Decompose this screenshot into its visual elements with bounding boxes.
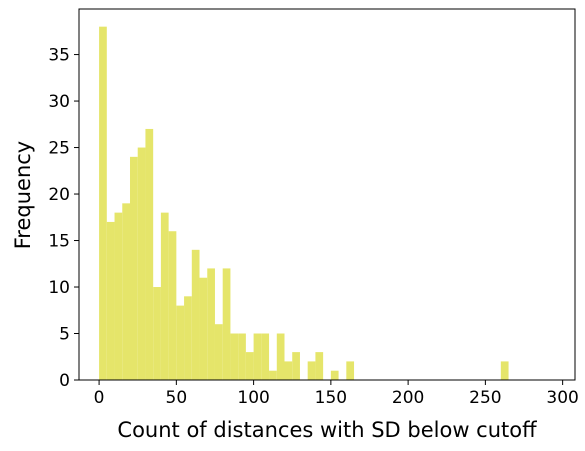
histogram-bar-20 — [253, 333, 262, 380]
histogram-bar-6 — [145, 128, 154, 380]
histogram-bar-1 — [106, 221, 115, 380]
y-tick-label-3: 15 — [48, 232, 70, 252]
histogram-bar-24 — [284, 361, 293, 380]
histogram-bar-30 — [330, 370, 339, 380]
histogram-bar-10 — [176, 305, 185, 380]
x-tick-label-1: 50 — [166, 388, 188, 408]
histogram-bar-17 — [230, 333, 239, 380]
histogram-bar-2 — [114, 212, 123, 380]
histogram-bar-16 — [222, 268, 231, 380]
histogram-bar-4 — [129, 156, 138, 380]
histogram-bar-0 — [99, 26, 107, 381]
x-tick-label-2: 100 — [237, 388, 269, 408]
y-tick-label-0: 0 — [59, 371, 70, 391]
y-axis-ticks: 0 5 10 15 20 25 30 35 — [48, 46, 79, 391]
y-tick-label-4: 20 — [48, 185, 70, 205]
histogram-bar-18 — [238, 333, 246, 380]
histogram-bars — [99, 26, 509, 381]
y-tick-label-2: 10 — [48, 278, 70, 298]
histogram-bar-12 — [191, 249, 200, 380]
x-axis-ticks: 0 50 100 150 200 250 300 — [94, 380, 579, 408]
y-tick-label-6: 30 — [48, 92, 70, 112]
x-tick-label-6: 300 — [546, 388, 578, 408]
histogram-bar-5 — [137, 147, 146, 380]
histogram-bar-32 — [346, 361, 355, 380]
histogram-bar-3 — [122, 203, 130, 380]
y-axis-title: Frequency — [11, 141, 35, 250]
histogram-bar-33 — [500, 361, 509, 380]
histogram-bar-19 — [245, 352, 254, 380]
histogram-bar-9 — [168, 231, 177, 380]
histogram-bar-15 — [214, 324, 223, 380]
y-tick-label-7: 35 — [48, 46, 70, 66]
x-axis-title: Count of distances with SD below cutoff — [117, 418, 537, 442]
histogram-bar-13 — [199, 277, 208, 380]
x-tick-label-0: 0 — [94, 388, 105, 408]
histogram-bar-7 — [153, 287, 161, 380]
histogram-bar-14 — [207, 268, 215, 380]
x-tick-label-4: 200 — [392, 388, 424, 408]
histogram-bar-21 — [261, 333, 270, 380]
histogram-bar-28 — [315, 352, 324, 380]
histogram-bar-22 — [269, 370, 277, 380]
y-tick-label-5: 25 — [48, 139, 70, 159]
x-tick-label-5: 250 — [469, 388, 501, 408]
histogram-bar-27 — [307, 361, 316, 380]
histogram-bar-8 — [160, 212, 169, 380]
x-tick-label-3: 150 — [315, 388, 347, 408]
histogram-bar-23 — [276, 333, 285, 380]
histogram-bar-25 — [292, 352, 300, 380]
y-tick-label-1: 5 — [59, 325, 70, 345]
histogram-bar-11 — [184, 296, 192, 380]
